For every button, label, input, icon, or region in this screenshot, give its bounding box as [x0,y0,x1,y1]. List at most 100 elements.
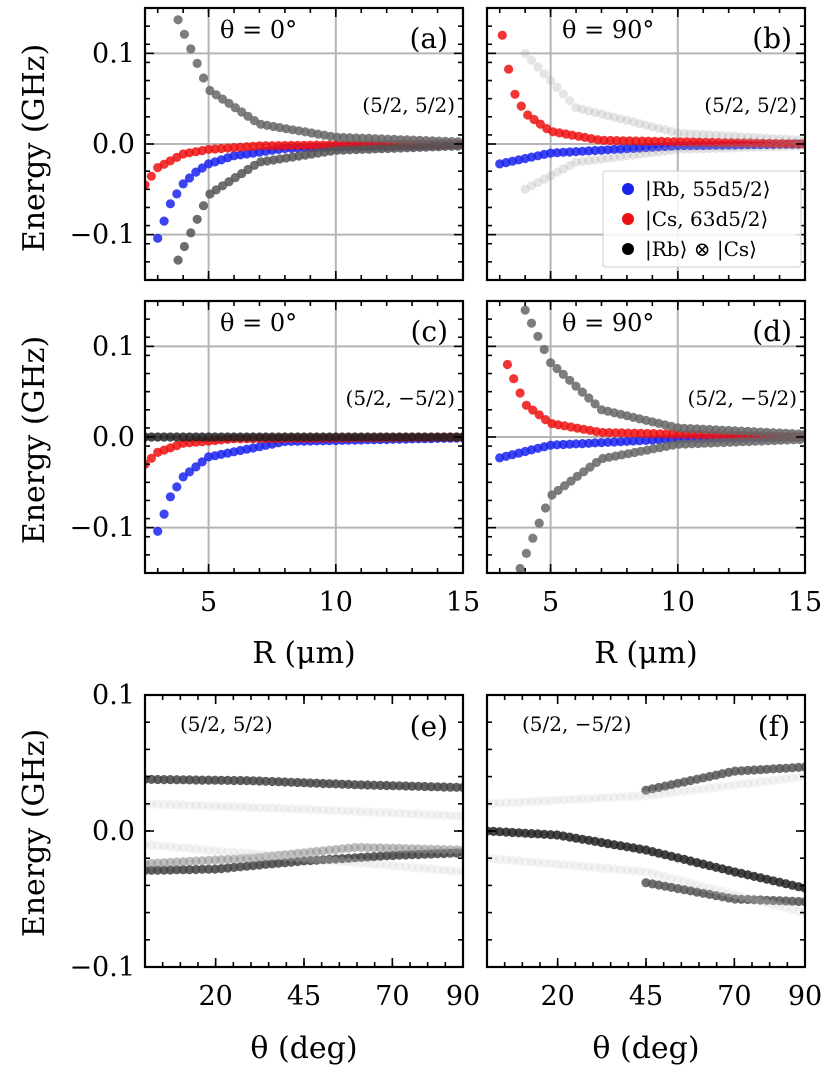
data-point [685,129,696,139]
data-point [439,845,449,855]
data-point [331,432,341,442]
data-point [771,138,781,149]
data-point [267,141,277,151]
data-point [590,399,600,409]
data-point [235,775,245,786]
data-point [628,866,638,876]
data-point [198,73,209,83]
data-point [643,136,654,146]
data-point [178,800,188,810]
data-point [631,136,641,146]
data-point [539,344,549,355]
data-point [146,799,156,809]
data-point [599,135,609,145]
data-point [539,858,549,868]
data-point [394,432,404,442]
data-point [635,791,645,801]
data-point [299,804,309,814]
data-point [293,140,303,150]
panel-c: (c) θ = 0° (5/2, −5/2) [143,299,465,575]
data-point [159,216,169,226]
data-point [534,518,544,528]
xtick-label: 20 [540,981,574,1012]
data-point [407,432,417,442]
data-point [623,428,633,438]
data-point [654,870,664,880]
data-point [242,848,252,858]
data-point [293,804,303,814]
ylabel-row2: Energy (GHz) [17,336,52,544]
data-point [590,862,600,873]
data-point [445,866,455,876]
data-point [165,199,175,209]
data-point [590,793,600,803]
data-point [165,492,175,502]
data-point [790,139,800,149]
data-point [609,792,619,802]
angle-label-b: θ = 90° [562,16,654,44]
data-point [572,471,582,481]
data-point [408,143,418,153]
data-point [178,843,188,853]
data-point [775,141,785,152]
xtick-label: 45 [287,981,321,1012]
data-point [318,805,328,815]
data-point [520,48,530,58]
data-point [426,810,436,820]
data-point [172,482,182,492]
data-point [749,778,759,788]
ylabel-row3: Energy (GHz) [17,729,52,937]
data-point [433,810,443,820]
data-point [293,777,303,788]
data-point [616,114,626,124]
data-point [622,792,632,802]
data-point [654,147,664,157]
data-point [305,854,315,864]
data-point [730,143,740,153]
data-point [526,318,537,328]
data-point [165,842,175,852]
data-point [267,432,277,442]
data-point [172,775,182,785]
data-point [312,140,322,150]
data-point [172,189,182,199]
data-point [616,152,626,162]
data-point [153,432,163,442]
data-point [267,850,277,861]
data-point [616,792,626,802]
data-point [535,119,546,129]
data-point [515,563,525,573]
data-point [762,133,772,143]
data-point [421,142,431,152]
data-point [736,143,747,153]
data-point [558,164,568,174]
data-point [286,852,296,862]
data-point [711,130,721,140]
data-point [159,509,169,519]
ytick-label: −0.1 [69,513,135,544]
data-point [529,114,539,125]
data-point [191,844,201,854]
data-point [694,137,705,147]
data-point [660,146,670,156]
data-point [510,89,520,99]
data-point [458,867,463,877]
xlabel-d: R (μm) [594,636,697,671]
data-point [571,103,581,113]
data-point [184,173,195,183]
data-point [210,846,220,856]
data-point [293,853,303,863]
data-point [516,101,526,111]
data-point [401,432,411,442]
data-point [560,481,570,491]
xtick-label: 70 [375,981,409,1012]
data-point [682,137,692,147]
data-point [755,142,766,152]
state-label-b: (5/2, 5/2) [704,93,797,117]
data-point [401,809,411,819]
data-point [394,808,404,818]
data-point [248,432,258,442]
data-point [528,533,538,543]
data-point [495,798,505,808]
data-point [254,803,265,813]
